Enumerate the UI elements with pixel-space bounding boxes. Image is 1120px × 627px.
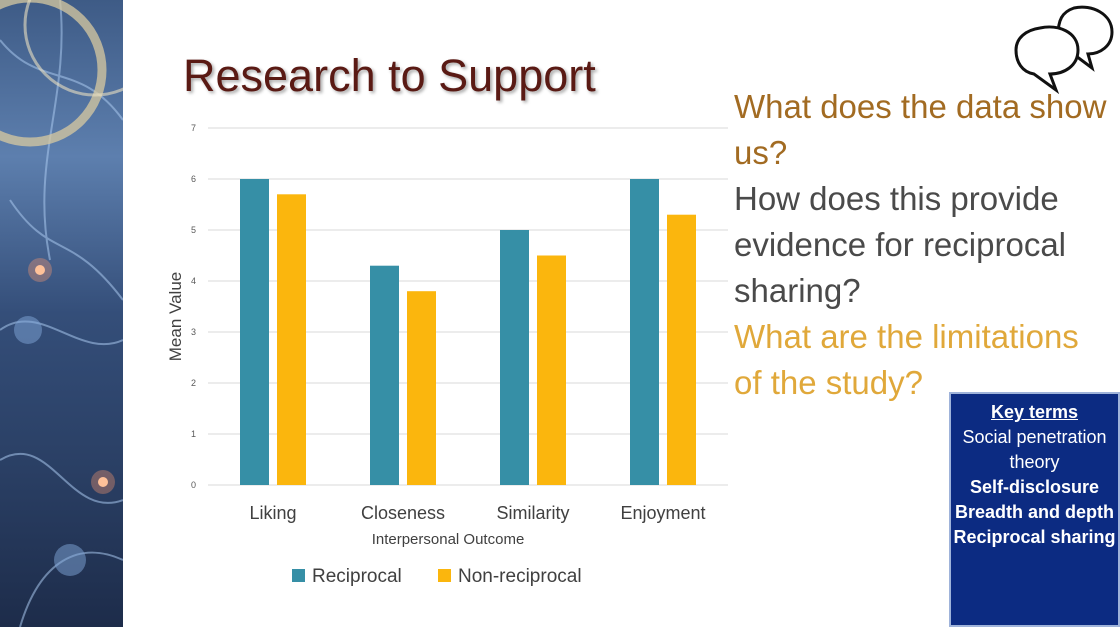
legend-swatch [438,569,451,582]
key-term-item: Self-disclosure [969,477,1100,497]
key-term-item: Breadth and depth [954,502,1114,522]
key-term-item: Reciprocal sharing [953,527,1116,547]
bar-non-reciprocal [407,291,436,485]
y-tick-label: 3 [191,327,196,337]
neuron-decoration [0,0,123,627]
bar-non-reciprocal [667,214,696,485]
y-tick-label: 0 [191,480,196,490]
bar-chart: 0 1 2 3 4 5 6 7 Liking Closeness Similarity Enjoyme… [166,123,728,587]
y-tick-label: 7 [191,123,196,133]
bar-reciprocal [370,265,399,485]
bar-reciprocal [240,179,269,485]
x-tick-label: Closeness [361,503,445,523]
legend-label: Reciprocal [312,566,402,587]
key-terms-title: Key terms [990,402,1079,422]
bar-non-reciprocal [277,194,306,486]
question-3: What are the limitations of the study? [734,318,1079,401]
speech-bubbles-icon [1014,5,1114,94]
neuron-image-strip [0,0,123,627]
x-tick-label: Liking [249,503,296,523]
y-tick-label: 4 [191,276,196,286]
bar-non-reciprocal [537,255,566,485]
legend-swatch [292,569,305,582]
question-2: How does this provide evidence for recip… [734,180,1066,309]
key-term-item: Social penetration theory [962,427,1107,472]
slide-title: Research to Support [183,50,596,101]
x-tick-label: Enjoyment [620,503,705,523]
x-axis-title: Interpersonal Outcome [372,531,525,548]
y-tick-label: 6 [191,174,196,184]
key-terms-box: Key terms Social penetration theory Self… [949,392,1120,627]
question-1: What does the data show us? [734,88,1107,171]
bar-reciprocal [500,230,529,485]
legend-label: Non-reciprocal [458,566,582,587]
bar-reciprocal [630,179,659,485]
y-tick-label: 2 [191,378,196,388]
x-tick-label: Similarity [496,503,569,523]
y-tick-label: 1 [191,429,196,439]
question-list: What does the data show us? How does thi… [734,84,1114,406]
y-axis-title: Mean Value [166,272,185,361]
y-tick-label: 5 [191,225,196,235]
